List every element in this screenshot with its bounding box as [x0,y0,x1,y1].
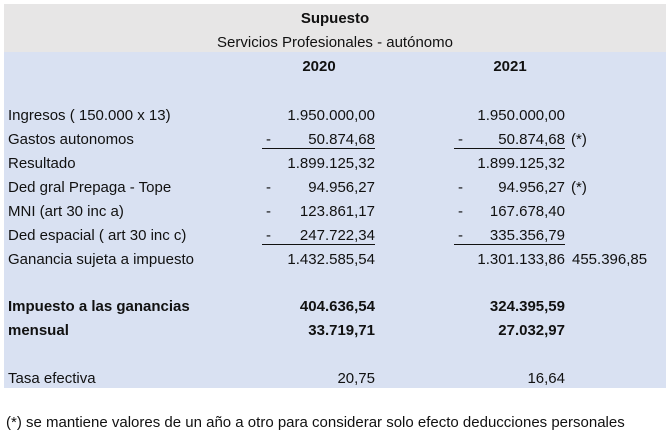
minus-sign: - [458,179,463,196]
cell-2020-ingresos: 1.950.000,00 [287,107,375,124]
cell-2020-mensual: 33.719,71 [308,322,375,339]
minus-sign: - [458,203,463,220]
cell-value: 167.678,40 [489,203,565,220]
cell-2020-ded-prepaga: - 94.956,27 [262,179,375,197]
minus-sign: - [266,227,271,244]
row-label-mni: MNI (art 30 inc a) [8,203,124,220]
cell-value: 123.861,17 [299,203,375,220]
subtotal-underline-2021 [454,148,565,149]
difference-value: 455.396,85 [572,251,648,268]
footnote: (*) se mantiene valores de un año a otro… [6,414,625,431]
cell-value: 247.722,34 [299,227,375,244]
cell-2021-impuesto: 324.395,59 [489,298,565,315]
cell-value: 94.956,27 [498,179,565,196]
cell-2020-ganancia-sujeta: 1.432.585,54 [287,251,375,268]
row-label-gastos: Gastos autonomos [8,131,134,148]
cell-value: 94.956,27 [308,179,375,196]
minus-sign: - [458,131,463,148]
cell-2020-ded-especial: - 247.722,34 [262,227,375,245]
minus-sign: - [266,203,271,220]
table-title: Supuesto [300,10,370,27]
footnote-marker: (*) [571,131,587,148]
subtotal-underline-2020 [262,148,375,149]
cell-value: 50.874,68 [498,131,565,148]
row-label-ganancia-sujeta: Ganancia sujeta a impuesto [8,251,194,268]
row-label-ded-especial: Ded espacial ( art 30 inc c) [8,227,187,244]
total-underline-2021 [454,244,565,245]
row-label-ded-prepaga: Ded gral Prepaga - Tope [8,179,172,196]
cell-2020-mni: - 123.861,17 [262,203,375,221]
table-subtitle: Servicios Profesionales - autónomo [217,34,453,51]
cell-value: 50.874,68 [308,131,375,148]
cell-2020-impuesto: 404.636,54 [299,298,375,315]
row-label-impuesto: Impuesto a las ganancias [8,298,190,315]
minus-sign: - [266,179,271,196]
header-band [4,4,666,52]
cell-2021-ded-prepaga: - 94.956,27 [454,179,565,197]
column-header-2021: 2021 [493,58,527,75]
minus-sign: - [458,227,463,244]
cell-2021-resultado: 1.899.125,32 [477,155,565,172]
cell-2021-tasa: 16,64 [527,370,565,387]
cell-2021-mensual: 27.032,97 [498,322,565,339]
cell-2020-tasa: 20,75 [337,370,375,387]
table-panel [4,52,666,388]
cell-2021-mni: - 167.678,40 [454,203,565,221]
cell-2020-gastos: - 50.874,68 [262,131,375,149]
footnote-marker: (*) [571,179,587,196]
minus-sign: - [266,131,271,148]
total-underline-2020 [262,244,375,245]
row-label-mensual: mensual [8,322,69,339]
cell-2020-resultado: 1.899.125,32 [287,155,375,172]
cell-2021-ingresos: 1.950.000,00 [477,107,565,124]
cell-2021-ded-especial: - 335.356,79 [454,227,565,245]
row-label-tasa: Tasa efectiva [8,370,96,387]
cell-value: 335.356,79 [489,227,565,244]
column-header-2020: 2020 [302,58,336,75]
row-label-resultado: Resultado [8,155,76,172]
row-label-ingresos: Ingresos ( 150.000 x 13) [8,107,171,124]
cell-2021-ganancia-sujeta: 1.301.133,86 [477,251,565,268]
cell-2021-gastos: - 50.874,68 [454,131,565,149]
